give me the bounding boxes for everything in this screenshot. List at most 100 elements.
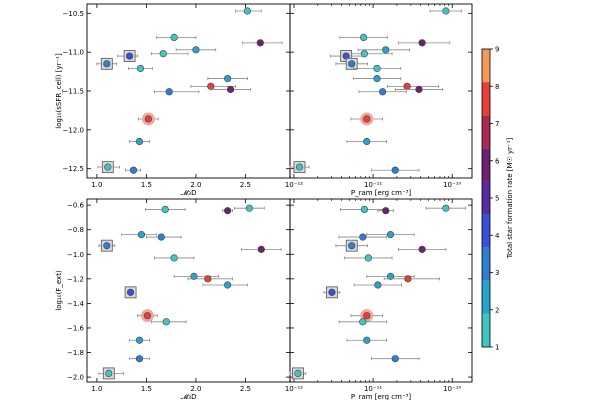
colorbar-tick-label: 5	[495, 195, 499, 203]
colorbar-segment	[482, 49, 490, 83]
point-marker	[359, 33, 368, 42]
point-marker	[257, 245, 265, 253]
point-marker	[382, 46, 390, 54]
x-axis-label: P_ram [erg cm⁻³]	[351, 189, 412, 197]
point-marker	[418, 39, 426, 47]
data-point	[377, 207, 395, 215]
point-marker	[157, 233, 165, 241]
y-tick-label: −1.4	[67, 300, 85, 308]
data-point	[386, 82, 440, 90]
point-marker	[359, 233, 367, 241]
point-marker	[415, 85, 423, 94]
colorbar-label: Total star formation rate [M☉ yr⁻¹]	[506, 137, 514, 259]
point-marker	[373, 64, 381, 73]
y-axis-label: log₁₀(F_ext)	[55, 270, 63, 311]
colorbar-segment	[482, 115, 490, 149]
x-tick-label: 1.5	[141, 385, 152, 393]
data-point	[344, 254, 393, 262]
data-point	[323, 286, 341, 299]
point-marker	[129, 166, 138, 174]
y-tick-label: −0.6	[67, 202, 85, 210]
point-marker	[382, 207, 390, 215]
data-point	[121, 231, 157, 239]
data-point	[346, 137, 387, 146]
y-tick-label: −0.8	[67, 226, 84, 234]
colorbar-segment	[482, 214, 490, 248]
x-tick-label: 2.5	[240, 181, 251, 189]
point-marker	[125, 52, 134, 60]
point-marker	[135, 355, 144, 363]
point-marker	[204, 275, 212, 283]
point-marker	[404, 275, 412, 283]
data-point	[338, 233, 387, 241]
point-marker	[442, 204, 450, 212]
point-marker	[190, 272, 198, 280]
point-marker	[363, 115, 371, 123]
data-point	[366, 231, 415, 239]
x-tick-label: 10⁻¹⁰	[443, 385, 461, 393]
data-point	[353, 281, 402, 289]
point-marker	[224, 74, 232, 83]
data-point	[153, 254, 195, 262]
y-axis-label: log₁₀(sSFR_cell) [yr⁻¹]	[55, 53, 63, 129]
colorbar-tick-label: 6	[495, 157, 500, 165]
data-point	[371, 166, 420, 174]
y-tick-label: −11.5	[63, 88, 84, 96]
data-point	[289, 161, 310, 174]
colorbar: 1 2 3 4 5 6 7 8 9 Total star formation rate [M☉ y…	[481, 46, 514, 352]
point-marker	[161, 205, 169, 214]
point-marker	[386, 272, 395, 280]
point-marker	[418, 245, 426, 253]
colorbar-segment	[482, 313, 490, 347]
point-marker	[360, 50, 368, 58]
colorbar-tick-label: 8	[495, 83, 499, 91]
point-marker	[136, 64, 145, 73]
x-tick-label: 10⁻¹²	[285, 385, 303, 393]
point-marker	[144, 115, 152, 123]
data-point	[358, 88, 407, 96]
data-point	[137, 309, 158, 323]
data-point	[394, 85, 444, 94]
point-marker	[328, 288, 336, 296]
data-point	[145, 205, 186, 214]
point-marker	[105, 369, 113, 378]
data-point	[350, 112, 383, 126]
y-tick-label: −12.0	[63, 126, 84, 134]
point-marker	[224, 207, 232, 215]
point-marker	[374, 281, 382, 289]
point-marker	[137, 231, 146, 239]
data-point	[352, 74, 402, 83]
data-point	[155, 33, 197, 42]
data-point	[129, 355, 150, 363]
data-point	[235, 7, 262, 15]
data-point	[175, 46, 217, 54]
data-point	[146, 233, 182, 241]
point-marker	[363, 336, 371, 344]
point-marker	[192, 46, 200, 54]
point-marker	[170, 33, 178, 42]
x-axis-label: P_ram [erg cm⁻³]	[351, 393, 412, 400]
point-marker	[295, 163, 304, 171]
point-marker	[442, 7, 450, 15]
data-point	[207, 74, 248, 83]
data-point	[346, 336, 387, 344]
data-point	[398, 245, 447, 253]
point-marker	[135, 336, 144, 344]
data-point	[352, 64, 402, 73]
data-point	[150, 318, 187, 326]
colorbar-segment	[482, 148, 490, 182]
panel-bottom-right: 10⁻¹² 10⁻¹¹ 10⁻¹⁰ P_ram [erg cm⁻³]	[285, 198, 473, 400]
data-point	[117, 50, 138, 62]
data-point	[96, 57, 118, 70]
point-marker	[143, 312, 152, 320]
data-point	[138, 112, 159, 126]
point-marker	[165, 88, 173, 96]
point-marker	[162, 318, 170, 326]
y-tick-label: −1.8	[67, 349, 84, 357]
y-tick-label: −12.5	[63, 165, 84, 173]
point-marker	[103, 242, 111, 250]
point-marker	[360, 205, 368, 214]
data-point	[190, 82, 236, 90]
point-marker	[103, 60, 111, 68]
